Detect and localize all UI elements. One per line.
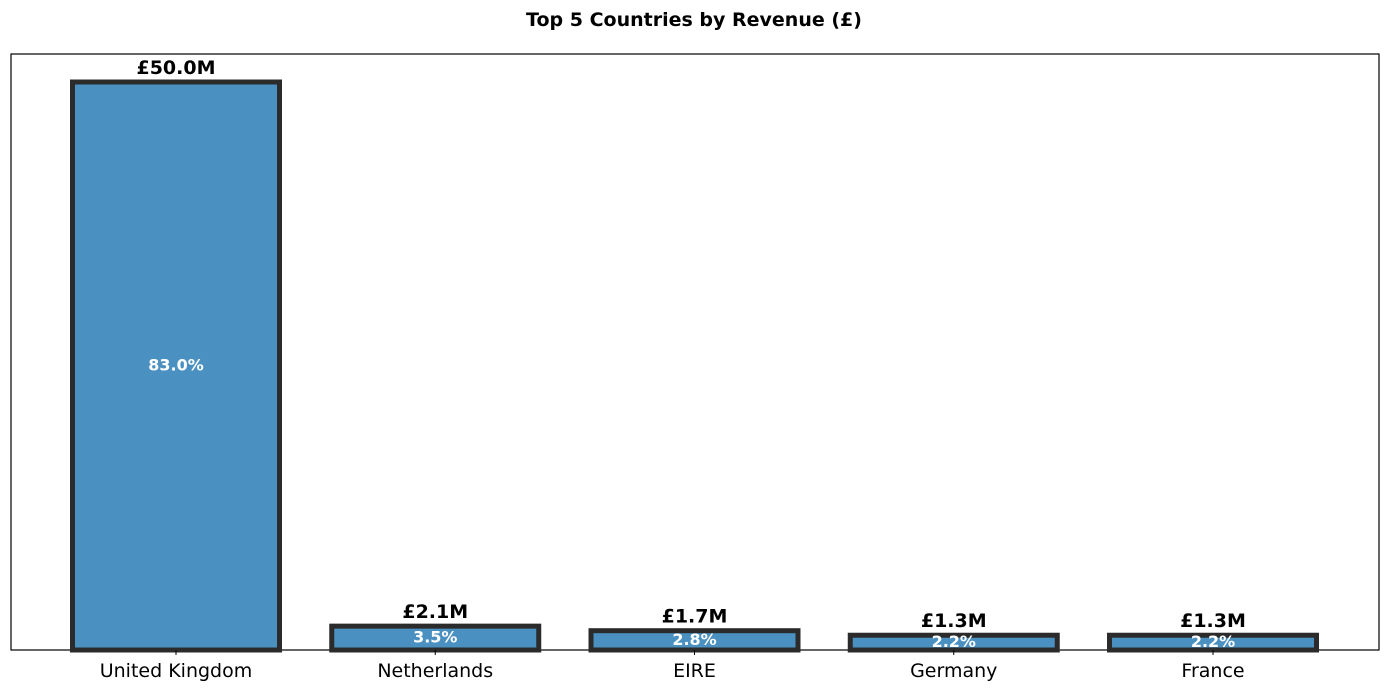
value-label-united-kingdom: £50.0M	[136, 57, 215, 79]
x-tick-label-france: France	[1181, 660, 1244, 682]
x-tick-label-eire: EIRE	[673, 660, 716, 682]
x-axis: United Kingdom Netherlands EIRE Germany Fran…	[100, 650, 1245, 682]
percent-label-germany: 2.2%	[932, 632, 976, 651]
x-tick-label-germany: Germany	[910, 660, 997, 682]
x-tick-label-united-kingdom: United Kingdom	[100, 660, 253, 682]
value-label-eire: £1.7M	[662, 606, 728, 628]
x-tick-label-netherlands: Netherlands	[377, 660, 493, 682]
percent-label-netherlands: 3.5%	[413, 628, 457, 647]
percent-label-france: 2.2%	[1191, 632, 1235, 651]
value-label-france: £1.3M	[1180, 610, 1246, 632]
value-label-netherlands: £2.1M	[402, 601, 468, 623]
percent-label-united-kingdom: 83.0%	[148, 356, 204, 375]
percent-label-eire: 2.8%	[672, 630, 716, 649]
value-label-germany: £1.3M	[921, 610, 987, 632]
chart-title: Top 5 Countries by Revenue (£)	[526, 9, 862, 31]
bars-layer: £50.0M83.0%£2.1M3.5%£1.7M2.8%£1.3M2.2%£1…	[70, 57, 1319, 653]
